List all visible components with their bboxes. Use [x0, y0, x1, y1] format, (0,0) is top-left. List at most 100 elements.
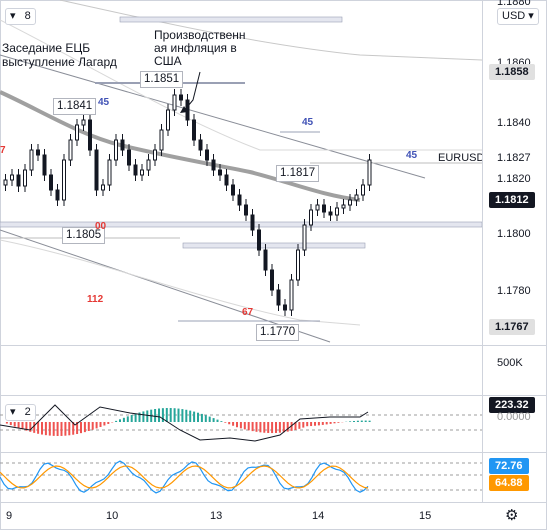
- histogram-bar: [80, 422, 82, 434]
- histogram-bar: [236, 422, 238, 428]
- price-label-mid-1[interactable]: 1.1817: [276, 165, 320, 182]
- histogram-bar: [220, 421, 223, 422]
- volume-pane[interactable]: [0, 345, 482, 396]
- histogram-bar: [130, 414, 133, 422]
- histogram-bar: [181, 409, 184, 422]
- candle-body: [283, 304, 287, 311]
- chevron-down-icon: ▾: [528, 10, 534, 22]
- time-tick: 13: [210, 510, 223, 522]
- oscillator-legend-toggle[interactable]: ▾ 2: [5, 404, 36, 421]
- price-badge-last: 1.1812: [489, 192, 535, 208]
- candle-body: [114, 139, 118, 161]
- price-tick: 1.1827: [497, 152, 531, 164]
- histogram-bar: [122, 417, 125, 422]
- histogram-bar: [356, 420, 359, 422]
- level-number: 45: [98, 97, 110, 108]
- histogram-bar: [48, 422, 51, 436]
- candle-body: [146, 159, 151, 171]
- histogram-bar: [298, 422, 301, 429]
- histogram-bar: [21, 422, 24, 430]
- histogram-bar: [64, 422, 67, 436]
- candle-body: [224, 174, 229, 186]
- histogram-bar: [216, 419, 219, 422]
- histogram-bar: [349, 421, 352, 422]
- candle-body: [322, 204, 326, 213]
- histogram-bar: [68, 422, 71, 436]
- price-axis[interactable]: USD ▾ 1.1880 1.1860 1.1858 1.1840 1.1827…: [482, 0, 547, 346]
- histogram-bar: [212, 418, 215, 422]
- stochastic-d-badge: 64.88: [489, 475, 529, 491]
- price-tick: 1.1820: [497, 173, 531, 185]
- time-tick: 15: [419, 510, 432, 522]
- histogram-bar: [263, 422, 266, 433]
- stochastic-pane[interactable]: [0, 452, 482, 503]
- candle-body: [205, 149, 209, 161]
- price-badge-lower: 1.1767: [489, 319, 535, 335]
- candle-body: [270, 269, 274, 291]
- histogram-bar: [76, 422, 79, 435]
- histogram-bar: [185, 409, 188, 422]
- oscillator-axis[interactable]: 223.32 0.0000: [482, 395, 547, 453]
- time-tick: 14: [312, 510, 325, 522]
- oscillator-pane[interactable]: ▾ 2: [0, 395, 482, 453]
- candlestick-series: [3, 89, 372, 316]
- histogram-bar: [99, 422, 102, 427]
- histogram-bar: [267, 422, 270, 433]
- price-label-low-2[interactable]: 1.1770: [256, 324, 300, 341]
- candle-body: [263, 249, 268, 271]
- histogram-bar: [72, 422, 75, 435]
- candle-body: [341, 204, 346, 209]
- level-number: 00: [95, 221, 107, 232]
- histogram-bar: [91, 422, 94, 430]
- candle-body: [257, 229, 261, 251]
- gear-icon[interactable]: ⚙: [505, 507, 519, 524]
- histogram-bar: [255, 422, 258, 432]
- candle-body: [81, 119, 86, 126]
- volume-axis[interactable]: 500K: [482, 345, 547, 396]
- price-chart-svg: [0, 0, 482, 343]
- candle-body: [140, 169, 144, 176]
- histogram-bar: [169, 408, 172, 422]
- stochastic-axis[interactable]: 72.76 64.88: [482, 452, 547, 503]
- histogram-bar: [243, 422, 246, 430]
- histogram-bar: [337, 422, 340, 423]
- candle-body: [29, 149, 34, 171]
- histogram-bar: [278, 422, 281, 433]
- histogram-bar: [44, 422, 47, 436]
- histogram-bar: [204, 415, 207, 422]
- candle-body: [23, 169, 27, 187]
- histogram-bar: [17, 422, 20, 429]
- histogram-bar: [126, 416, 129, 422]
- ecb-annotation[interactable]: Заседание ЕЦБ выступление Лагард: [2, 41, 117, 69]
- histogram-bar: [321, 422, 324, 425]
- candle-body: [237, 194, 242, 206]
- histogram-bar: [154, 408, 157, 422]
- chevron-down-icon: ▾: [10, 10, 16, 22]
- candle-body: [328, 211, 333, 216]
- candle-body: [153, 149, 157, 161]
- candle-body: [172, 94, 177, 111]
- volume-tick: 500K: [497, 357, 523, 369]
- chevron-down-icon: ▾: [10, 406, 16, 418]
- histogram-bar: [200, 413, 203, 422]
- histogram-bar: [5, 422, 8, 424]
- price-label-high-2[interactable]: 1.1841: [53, 98, 97, 115]
- histogram-bar: [165, 408, 168, 422]
- histogram-bar: [333, 422, 336, 424]
- level-number: 7: [0, 145, 6, 156]
- stochastic-k-badge: 72.76: [489, 458, 529, 474]
- histogram-bar: [290, 422, 293, 431]
- time-axis[interactable]: [0, 502, 482, 528]
- histogram-bar: [52, 422, 55, 436]
- legend-toggle[interactable]: ▾ 8: [5, 8, 36, 25]
- price-pane[interactable]: ▾ 8 Заседание ЕЦБ выступление Лагард Про…: [0, 0, 482, 346]
- histogram-bar: [29, 422, 32, 432]
- currency-selector[interactable]: USD ▾: [497, 8, 539, 25]
- histogram-bar: [271, 422, 274, 434]
- us-inflation-annotation[interactable]: Производственн ая инфляция в США: [154, 28, 246, 68]
- price-label-low-1[interactable]: 1.1805: [62, 227, 106, 244]
- histogram-bar: [247, 422, 250, 431]
- price-label-high-1[interactable]: 1.1851: [140, 71, 184, 88]
- candle-body: [42, 154, 47, 176]
- candle-body: [211, 159, 216, 171]
